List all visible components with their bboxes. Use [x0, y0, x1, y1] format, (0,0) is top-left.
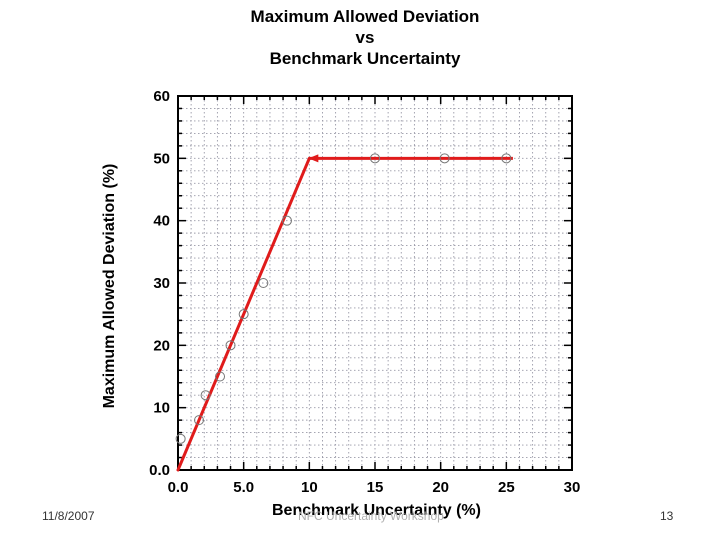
- data-point: [200, 390, 211, 401]
- data-point: [194, 415, 205, 426]
- y-tick-label: 40: [153, 213, 170, 230]
- y-tick-label: 0.0: [149, 462, 170, 479]
- y-axis-label: Maximum Allowed Deviation (%): [101, 163, 118, 409]
- data-point: [501, 153, 512, 164]
- chart-title: Maximum Allowed Deviation vs Benchmark U…: [210, 6, 520, 69]
- chart-title-line-2: vs: [355, 28, 375, 47]
- footer-date: 11/8/2007: [42, 509, 95, 523]
- data-point: [370, 153, 380, 164]
- footer-title: NFC Uncertainty Workshop: [298, 509, 444, 523]
- series-line-limit: [176, 156, 311, 472]
- x-tick-label: 15: [367, 479, 384, 496]
- data-point: [282, 215, 293, 226]
- x-tick-label: 0.0: [168, 479, 189, 496]
- data-point: [439, 153, 450, 164]
- x-tick-labels: 0.0 5.0 10 15 20 25 30: [168, 479, 581, 496]
- x-tick-label: 25: [498, 479, 515, 496]
- data-point: [175, 433, 186, 444]
- y-tick-label: 50: [153, 150, 170, 167]
- page-number: 13: [660, 509, 674, 523]
- x-axis-label: Benchmark Uncertainty (%): [272, 502, 481, 519]
- y-tick-label: 10: [153, 400, 170, 417]
- y-tick-label: 60: [153, 88, 170, 105]
- y-tick-label: 30: [153, 275, 170, 292]
- chart-title-line-3: Benchmark Uncertainty: [269, 49, 461, 68]
- x-tick-label: 5.0: [233, 479, 254, 496]
- chart-grid: [178, 96, 572, 470]
- chart-series: [176, 154, 513, 472]
- data-point: [215, 371, 226, 382]
- x-tick-label: 30: [564, 479, 581, 496]
- data-point: [258, 278, 269, 288]
- x-tick-label: 20: [432, 479, 449, 496]
- axis-ticks: [177, 95, 573, 471]
- y-tick-label: 20: [153, 337, 170, 354]
- x-tick-label: 10: [301, 479, 318, 496]
- data-points: [175, 153, 512, 444]
- data-point: [225, 340, 236, 351]
- chart-title-line-1: Maximum Allowed Deviation: [250, 7, 480, 26]
- y-tick-labels: 0.0 10 20 30 40 50 60: [149, 88, 170, 479]
- data-point: [238, 309, 249, 320]
